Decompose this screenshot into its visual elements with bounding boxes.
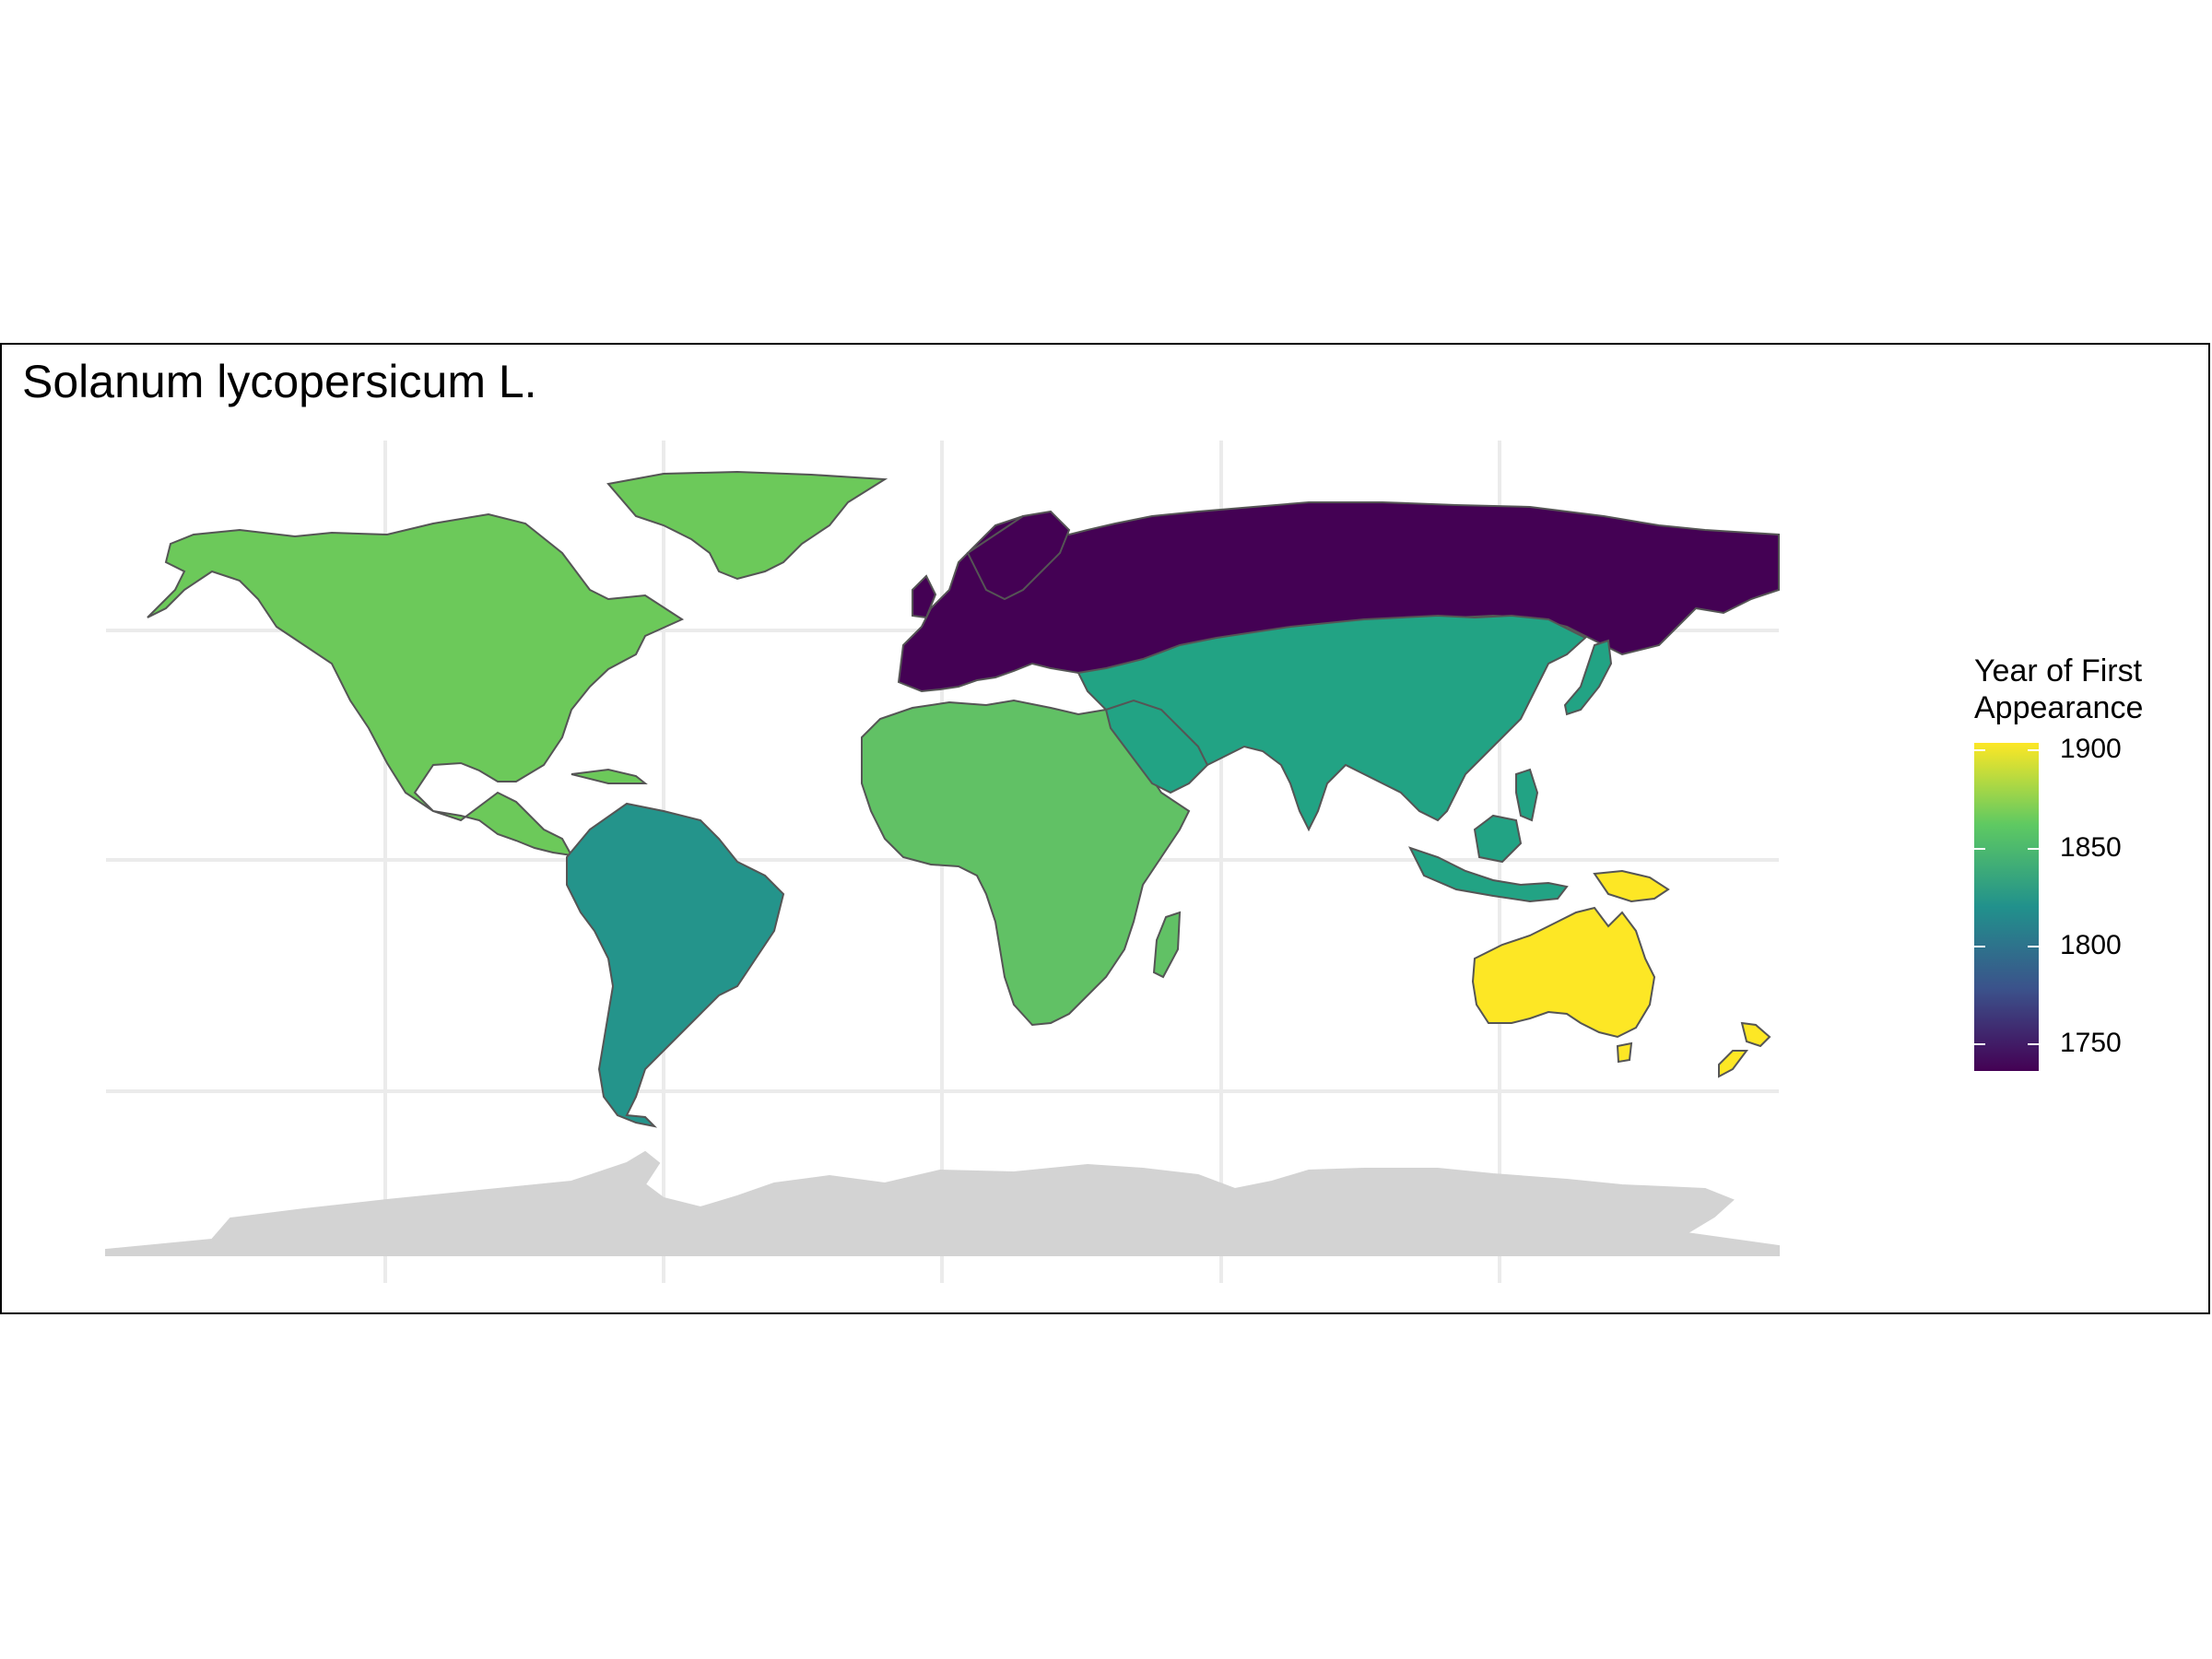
region-indonesia <box>1408 846 1569 903</box>
region-papua-new-guinea <box>1593 869 1670 903</box>
region-antarctica <box>105 1150 1780 1256</box>
legend-title: Year of First Appearance <box>1974 653 2144 725</box>
region-new-zealand <box>1718 1021 1771 1078</box>
region-philippines <box>1515 768 1539 822</box>
region-south-america <box>566 802 785 1128</box>
region-north-america <box>147 512 685 857</box>
region-tasmania <box>1616 1041 1633 1064</box>
legend-tick-label: 1750 <box>2060 1028 2122 1058</box>
legend-colorbar <box>1974 743 2039 1071</box>
region-madagascar <box>1152 911 1182 979</box>
map-title: Solanum lycopersicum L. <box>22 356 537 407</box>
region-japan <box>1563 639 1613 716</box>
region-arabia <box>1104 699 1209 794</box>
region-africa <box>861 699 1191 1027</box>
region-borneo <box>1473 814 1523 864</box>
legend-tick-label: 1900 <box>2060 734 2122 764</box>
legend-tick-label: 1850 <box>2060 832 2122 863</box>
region-greenland <box>606 470 888 581</box>
legend-tick-label: 1800 <box>2060 930 2122 960</box>
region-australia <box>1471 906 1656 1039</box>
region-scandinavia <box>966 510 1071 601</box>
region-caribbean <box>571 768 648 784</box>
region-uk <box>912 574 937 619</box>
